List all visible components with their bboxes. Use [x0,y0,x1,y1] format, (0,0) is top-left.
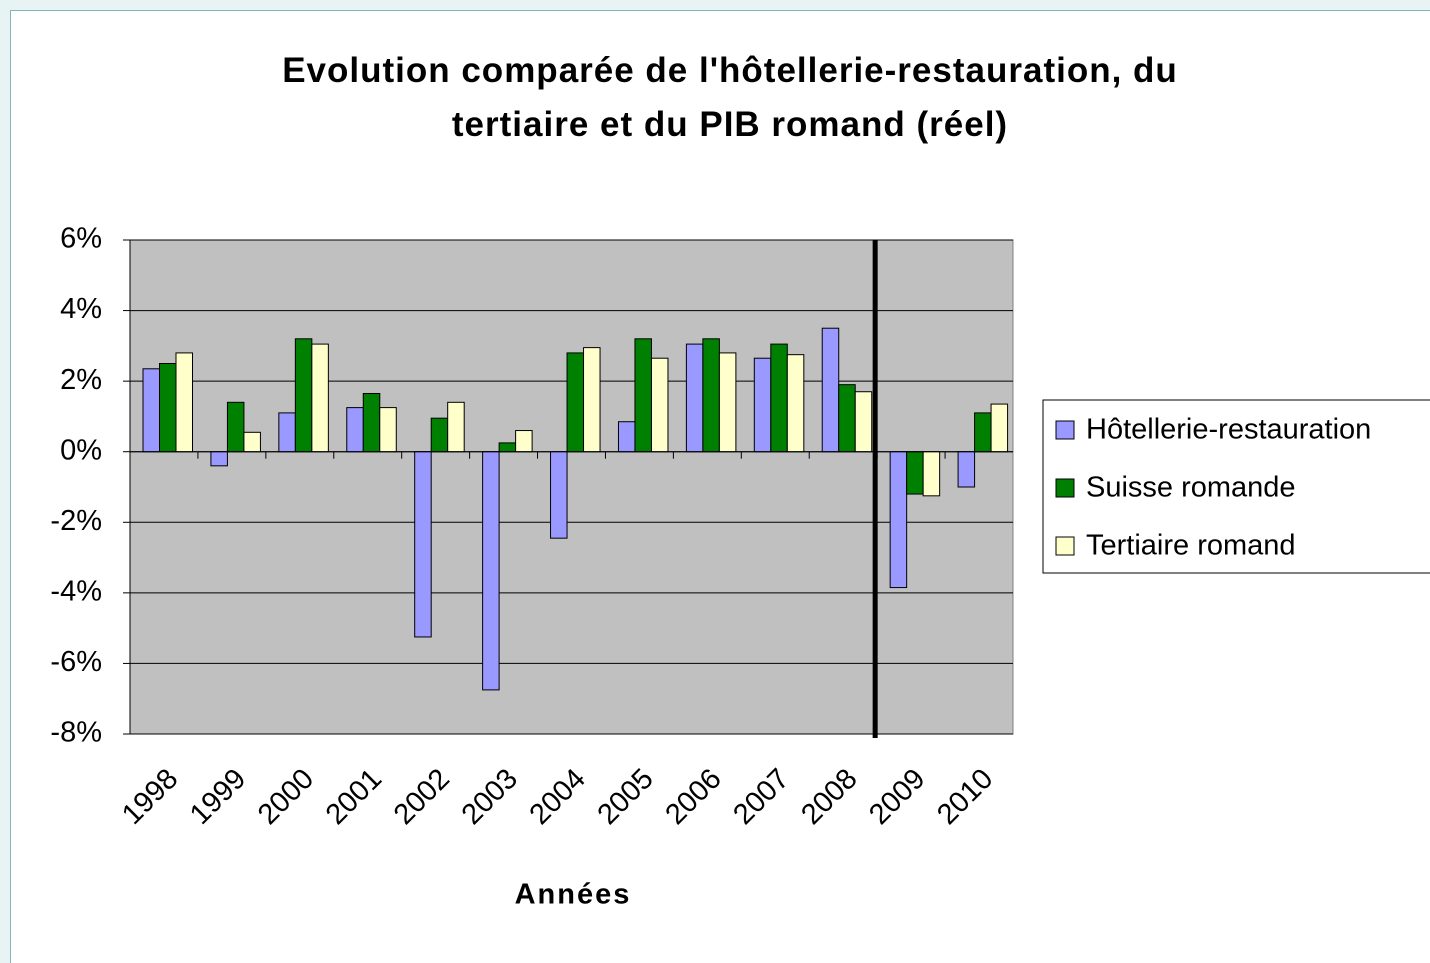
bar [974,412,992,453]
bar [414,451,432,638]
bar [482,451,500,691]
y-tick-label: -2% [50,505,102,537]
x-tick-label: 2003 [456,763,524,831]
y-tick-label: -4% [50,576,102,608]
x-tick-label: 2002 [388,763,456,831]
x-tick-label: 2000 [252,763,320,831]
bar [753,357,772,453]
bar [617,421,636,453]
y-tick-label: -8% [50,717,102,749]
bar [515,430,533,453]
x-tick-label: 2004 [524,763,592,831]
bar [906,451,924,495]
x-tick-label: 2009 [863,763,931,831]
x-tick-label: 2010 [931,763,999,831]
bar [226,401,245,453]
plot-area [129,239,1014,735]
y-tick-label: 6% [60,223,102,255]
bar [311,343,329,453]
bar [430,417,449,453]
y-tick-label: 0% [60,434,102,466]
bar [346,407,364,453]
bar [770,343,788,453]
x-tick-label: 2001 [320,763,388,831]
bar [838,384,856,453]
bar [159,363,177,453]
bar [210,451,228,467]
legend-swatch [1055,420,1075,440]
bar [498,442,517,453]
x-tick-label: 2005 [592,763,660,831]
bar [990,403,1009,453]
bar [922,451,941,497]
bar [583,347,601,453]
x-tick-label: 2006 [659,763,727,831]
y-tick-label: -6% [50,646,102,678]
legend-swatch [1055,478,1075,498]
bar [175,352,193,453]
bar [278,412,296,453]
bar [379,407,397,453]
bar [702,338,720,453]
bar [566,352,585,453]
x-tick-label: 1998 [116,763,184,831]
bar [786,354,805,453]
bar [634,338,652,453]
bar [447,401,465,453]
bar [550,451,568,539]
bar [650,357,669,453]
chart-title: Evolution comparée de l'hôtellerie-resta… [282,51,1178,144]
legend-label: Tertiaire romand [1086,530,1296,562]
x-tick-label: 1999 [184,763,252,831]
bar [294,338,313,453]
legend-label: Hôtellerie-restauration [1086,414,1371,446]
bar [854,391,873,453]
legend-swatch [1055,536,1075,556]
x-axis-title: Années [515,879,632,911]
legend-label: Suisse romande [1086,472,1296,504]
bar [957,451,976,488]
x-tick-label: 2008 [795,763,863,831]
bar [142,368,160,453]
bar [243,431,261,453]
bar [685,343,704,453]
x-tick-label: 2007 [727,763,795,831]
bar [889,451,908,589]
bar [821,327,840,453]
legend [1042,399,1430,574]
y-tick-label: 2% [60,364,102,396]
y-tick-label: 4% [60,293,102,325]
bar [718,352,737,453]
bar [362,392,381,453]
